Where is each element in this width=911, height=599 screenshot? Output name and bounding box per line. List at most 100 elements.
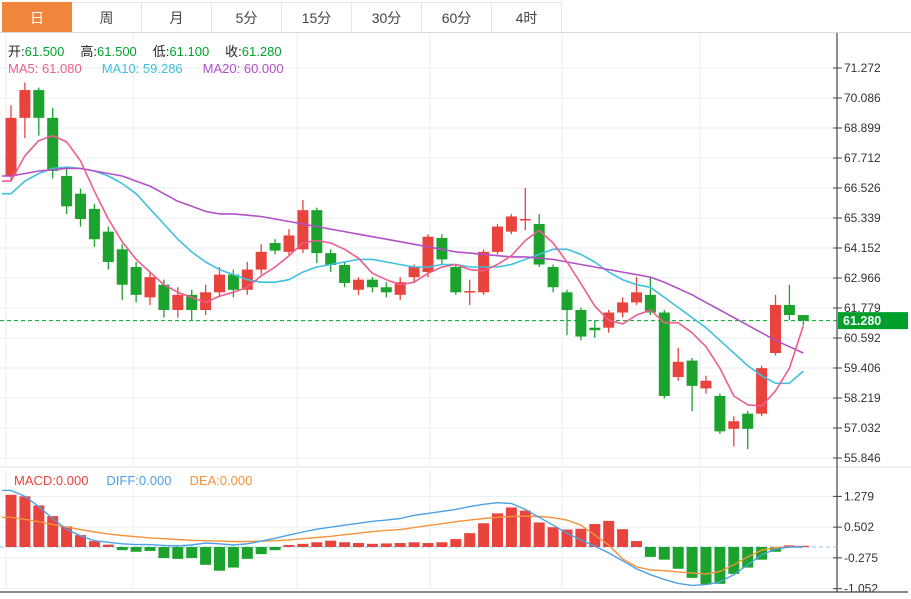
candle-body-32 [450, 267, 462, 293]
macd-bar-48 [672, 547, 684, 569]
candle-body-47 [658, 312, 670, 396]
macd-bar-7 [102, 544, 114, 547]
macd-bar-35 [492, 513, 503, 547]
macd-bar-56 [783, 545, 795, 547]
tab-5分[interactable]: 5分 [212, 2, 282, 32]
candle-body-36 [505, 216, 517, 232]
macd-bar-23 [325, 540, 337, 547]
last-price-badge-label: 61.280 [843, 314, 881, 328]
candle-body-1 [19, 90, 31, 118]
price-axis-label: 67.712 [844, 151, 881, 165]
candle-body-19 [269, 243, 281, 251]
tab-15分[interactable]: 15分 [282, 2, 352, 32]
candle-body-41 [575, 310, 587, 337]
ma10-value: MA10: 59.286 [101, 61, 183, 76]
candle-body-10 [144, 277, 156, 298]
dea-value: DEA:0.000 [189, 473, 253, 488]
tab-日[interactable]: 日 [2, 2, 72, 32]
price-axis-label: 58.219 [844, 391, 881, 405]
candle-body-39 [547, 267, 559, 288]
candle-body-4 [61, 176, 73, 207]
macd-bar-44 [617, 529, 629, 547]
tab-30分[interactable]: 30分 [352, 2, 422, 32]
ma5-line [2, 134, 805, 407]
price-axis-label: 61.779 [844, 301, 881, 315]
macd-bar-49 [686, 547, 698, 578]
candle-body-24 [339, 265, 351, 283]
ma-readout: MA5: 61.080 MA10: 59.286 MA20: 60.000 [8, 61, 284, 76]
candle-body-49 [686, 360, 698, 386]
diff-line [2, 489, 804, 587]
candle-body-29 [408, 267, 420, 278]
macd-bar-30 [422, 543, 434, 547]
tab-月[interactable]: 月 [142, 2, 212, 32]
candle-body-26 [366, 279, 378, 288]
tab-60分[interactable]: 60分 [422, 2, 492, 32]
macd-bar-13 [186, 547, 198, 559]
macd-bar-26 [366, 543, 378, 547]
macd-bar-51 [714, 547, 726, 584]
candle-body-38 [533, 224, 545, 265]
open-label: 开: [8, 44, 25, 59]
candle-body-12 [172, 294, 184, 311]
macd-axis-label: -0.275 [844, 551, 878, 565]
price-axis-label: 70.086 [844, 91, 881, 105]
tab-4时[interactable]: 4时 [492, 2, 562, 32]
macd-bar-45 [631, 541, 642, 547]
open-value: 61.500 [24, 44, 65, 59]
candle-body-45 [631, 292, 642, 303]
macd-bar-19 [269, 547, 281, 551]
candle-body-53 [742, 413, 754, 429]
diff-value: DIFF:0.000 [106, 473, 172, 488]
ma20-line [2, 167, 804, 354]
macd-bar-47 [658, 547, 670, 560]
tab-周[interactable]: 周 [72, 2, 142, 32]
macd-bar-6 [88, 541, 100, 547]
macd-bar-1 [19, 496, 31, 547]
candle-body-22 [311, 210, 323, 254]
ma5-value: MA5: 61.080 [8, 61, 82, 76]
candle-body-51 [714, 395, 726, 432]
price-axis-label: 65.339 [844, 211, 881, 225]
candle-body-9 [130, 267, 142, 295]
macd-bar-38 [533, 522, 545, 547]
macd-bar-34 [478, 523, 490, 547]
macd-bar-41 [575, 528, 587, 547]
macd-bar-25 [353, 543, 364, 547]
candle-body-27 [380, 287, 392, 293]
candle-body-25 [353, 279, 364, 290]
candle-body-52 [728, 421, 740, 429]
candle-body-46 [644, 294, 656, 313]
macd-bar-27 [380, 543, 392, 547]
price-axis-label: 68.899 [844, 121, 881, 135]
macd-bar-4 [61, 526, 73, 547]
candle-body-48 [672, 361, 684, 378]
macd-bar-20 [283, 545, 295, 547]
macd-bar-17 [241, 547, 253, 559]
high-value: 61.500 [97, 44, 137, 59]
price-axis-label: 60.592 [844, 331, 881, 345]
macd-bar-46 [644, 547, 656, 557]
price-axis-label: 66.526 [844, 181, 881, 195]
macd-axis-label: 0.502 [844, 520, 874, 534]
macd-bar-10 [144, 547, 156, 551]
candle-body-37 [519, 218, 531, 221]
macd-bar-50 [700, 547, 712, 585]
macd-bar-11 [158, 547, 170, 559]
low-value: 61.100 [169, 44, 210, 59]
macd-bar-18 [255, 547, 267, 555]
candle-body-11 [158, 284, 170, 311]
close-label: 收: [225, 44, 242, 59]
macd-value: MACD:0.000 [14, 473, 89, 488]
price-axis-label: 64.152 [844, 241, 881, 255]
macd-bar-0 [5, 494, 17, 547]
price-axis-label: 59.406 [844, 361, 881, 375]
macd-bar-40 [561, 529, 573, 547]
period-tabbar: 日周月 5分 15分 30分 60分 4时 [0, 0, 911, 33]
candle-body-13 [186, 294, 198, 311]
macd-bar-37 [519, 510, 531, 547]
candle-body-7 [102, 231, 114, 262]
candle-body-3 [47, 117, 59, 171]
